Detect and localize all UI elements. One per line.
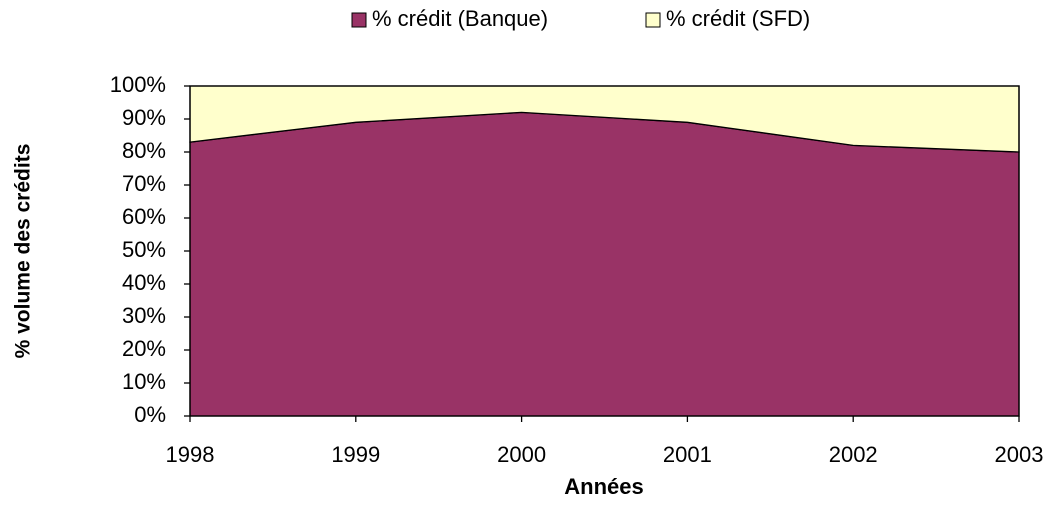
x-axis-title: Années <box>564 474 643 499</box>
legend-swatch <box>351 12 367 28</box>
y-tick-label: 40% <box>122 270 166 295</box>
y-tick-label: 50% <box>122 237 166 262</box>
x-tick-label: 2002 <box>829 442 878 467</box>
x-tick-label: 1998 <box>166 442 215 467</box>
x-tick-label: 2003 <box>995 442 1044 467</box>
y-tick-label: 20% <box>122 336 166 361</box>
x-tick-label: 2000 <box>497 442 546 467</box>
y-tick-label: 70% <box>122 171 166 196</box>
legend-swatch <box>645 12 661 28</box>
legend-label: % crédit (SFD) <box>666 6 810 31</box>
y-tick-label: 100% <box>110 72 166 97</box>
y-tick-label: 60% <box>122 204 166 229</box>
y-tick-label: 10% <box>122 369 166 394</box>
x-tick-label: 1999 <box>331 442 380 467</box>
y-axis-title: % volume des crédits <box>12 144 35 359</box>
legend-label: % crédit (Banque) <box>372 6 548 31</box>
area <box>189 111 1020 417</box>
y-tick-label: 90% <box>122 105 166 130</box>
x-tick-label: 2001 <box>663 442 712 467</box>
y-tick-label: 80% <box>122 138 166 163</box>
y-tick-label: 0% <box>134 402 166 427</box>
y-tick-label: 30% <box>122 303 166 328</box>
